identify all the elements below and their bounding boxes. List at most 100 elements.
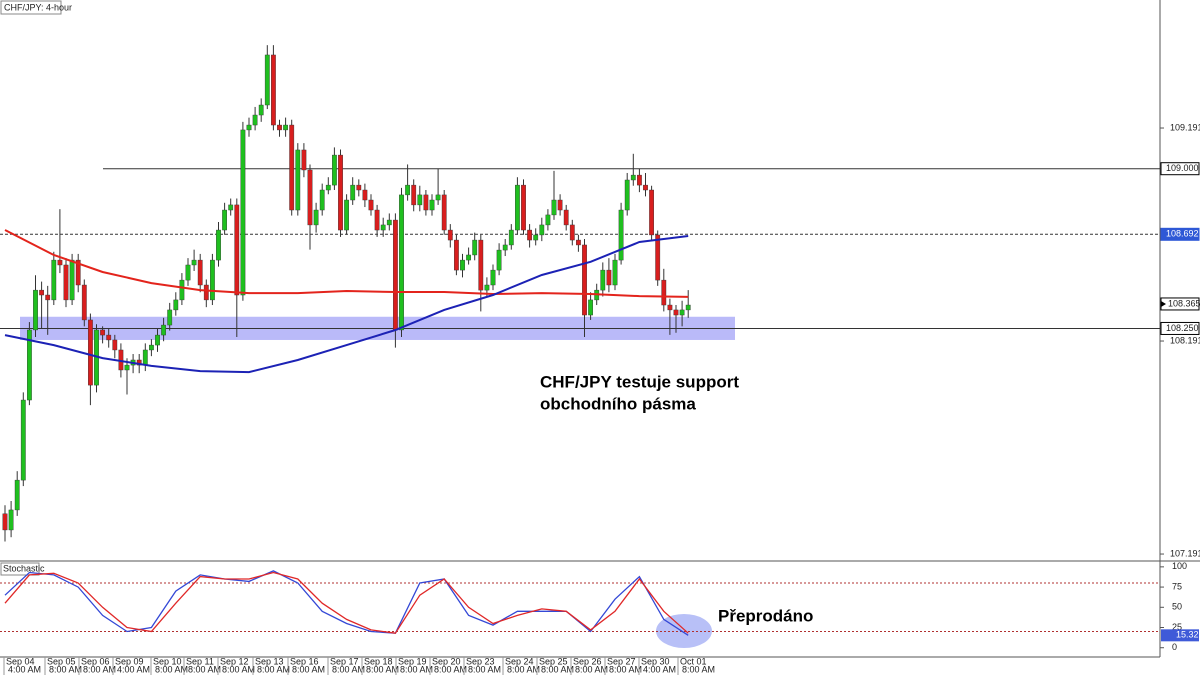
- value-label-box: [1161, 629, 1199, 642]
- candle-body: [240, 129, 246, 296]
- candle-body: [508, 229, 514, 246]
- candle-body: [600, 269, 606, 291]
- candle-body: [496, 249, 502, 271]
- x-time-label: 8:00 AM: [507, 664, 540, 674]
- x-time-label: 8:00 AM: [332, 664, 365, 674]
- x-time-label: 8:00 AM: [222, 664, 255, 674]
- x-time-label: 8:00 AM: [434, 664, 467, 674]
- candle-body: [148, 344, 154, 351]
- y-tick-label: 109.191: [1170, 122, 1200, 132]
- y-tick-label: 108.191: [1170, 335, 1200, 345]
- x-date-label: Sep 18: [364, 656, 393, 666]
- candle-body: [45, 294, 51, 301]
- level-label: 109.000: [1166, 163, 1199, 173]
- candle-body: [533, 234, 539, 241]
- candle-body: [393, 219, 398, 331]
- candle-body: [606, 269, 612, 286]
- candle-body: [161, 324, 166, 336]
- candle-body: [75, 259, 81, 286]
- level-label-box: [1160, 227, 1200, 241]
- candle-body: [630, 174, 636, 181]
- candle-body: [209, 259, 215, 301]
- candle-body: [20, 399, 26, 481]
- candle-body: [69, 259, 75, 301]
- x-time-label: 8:00 AM: [400, 664, 433, 674]
- candle-body: [472, 239, 478, 256]
- last-price-label: 108.365: [1168, 298, 1200, 308]
- candle-body: [429, 199, 435, 211]
- level-label: 108.250: [1166, 323, 1199, 333]
- x-date-label: Sep 13: [255, 656, 284, 666]
- candle-body: [112, 339, 118, 351]
- candle-body: [661, 279, 667, 306]
- candle-body: [551, 199, 557, 216]
- candle-body: [313, 209, 319, 226]
- candle-body: [14, 479, 20, 511]
- candle-body: [502, 244, 508, 251]
- x-date-label: Sep 09: [115, 656, 144, 666]
- moving-average: [4, 229, 689, 298]
- title-box: [0, 0, 62, 15]
- y-tick-label: 50: [1172, 602, 1182, 612]
- candle-body: [264, 54, 270, 106]
- candle-body: [155, 334, 160, 346]
- x-date-label: Sep 26: [573, 656, 602, 666]
- candle-body: [588, 299, 594, 316]
- candle-body: [258, 104, 264, 116]
- x-date-label: Sep 04: [6, 656, 35, 666]
- candle-body: [447, 229, 453, 241]
- stochastic-line: [4, 571, 689, 634]
- candle-body: [374, 209, 380, 231]
- candle-body: [325, 184, 331, 191]
- x-time-label: 4:00 AM: [117, 664, 150, 674]
- candle-body: [124, 364, 130, 371]
- x-date-label: Sep 30: [641, 656, 670, 666]
- candle-body: [106, 334, 112, 341]
- x-time-label: 8:00 AM: [682, 664, 715, 674]
- candle-body: [57, 259, 63, 266]
- level-label-box: [1160, 162, 1200, 176]
- candle-body: [582, 244, 587, 316]
- level-label-box: [1160, 321, 1200, 335]
- candle-body: [27, 329, 32, 401]
- candle-body: [81, 284, 87, 321]
- candle-body: [203, 284, 209, 301]
- candle-body: [411, 184, 417, 206]
- candle-body: [277, 124, 282, 131]
- candle-body: [51, 259, 57, 301]
- x-date-label: Sep 05: [47, 656, 76, 666]
- x-time-label: 8:00 AM: [292, 664, 325, 674]
- candle-body: [63, 264, 69, 301]
- candle-body: [441, 194, 447, 231]
- x-time-label: 8:00 AM: [49, 664, 82, 674]
- candle-body: [643, 184, 648, 191]
- candle-body: [655, 234, 661, 281]
- annotation: Přeprodáno: [718, 606, 813, 625]
- x-date-label: Sep 10: [153, 656, 182, 666]
- candle-body: [234, 204, 240, 296]
- y-tick-label: 107.191: [1170, 548, 1200, 558]
- candle-body: [673, 309, 679, 316]
- x-date-label: Sep 25: [539, 656, 568, 666]
- x-time-label: 8:00 AM: [575, 664, 608, 674]
- candle-body: [191, 259, 197, 266]
- candle-body: [386, 219, 392, 226]
- y-tick-label: 0: [1172, 642, 1177, 652]
- x-time-label: 8:00 AM: [188, 664, 221, 674]
- candle-body: [271, 54, 276, 126]
- candle-body: [228, 204, 234, 211]
- candle-body: [667, 304, 673, 311]
- x-date-label: Sep 12: [220, 656, 249, 666]
- x-date-label: Sep 27: [607, 656, 636, 666]
- x-date-label: Sep 16: [290, 656, 319, 666]
- candle-body: [252, 114, 258, 126]
- candle-body: [362, 189, 368, 201]
- y-tick-label: 75: [1172, 581, 1182, 591]
- x-date-label: Sep 19: [398, 656, 427, 666]
- candle-body: [685, 304, 691, 311]
- last-price-arrow: [1161, 300, 1166, 307]
- candle-body: [637, 174, 642, 186]
- candle-body: [100, 329, 106, 336]
- candle-body: [527, 229, 533, 241]
